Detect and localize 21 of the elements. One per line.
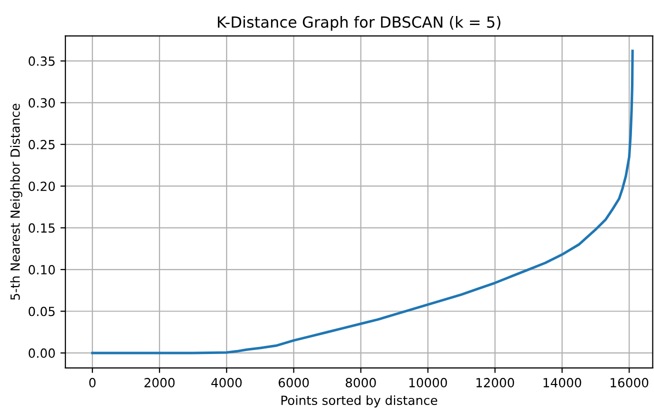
y-tick-label: 0.25 xyxy=(28,140,55,150)
y-tick-label: 0.35 xyxy=(28,56,55,66)
y-tick-label: 0.30 xyxy=(28,98,55,108)
x-tick-label: 10000 xyxy=(409,378,447,388)
x-tick-label: 4000 xyxy=(211,378,242,388)
chart-title: K-Distance Graph for DBSCAN (k = 5) xyxy=(218,16,500,31)
y-tick-label: 0.15 xyxy=(28,223,55,233)
y-tick-label: 0.20 xyxy=(28,182,55,192)
x-tick-label: 8000 xyxy=(346,378,376,388)
x-tick-label: 12000 xyxy=(476,378,514,388)
line-series xyxy=(91,50,634,354)
y-tick-label: 0.10 xyxy=(28,265,55,274)
y-tick-label: 0.00 xyxy=(28,348,55,358)
y-axis-title: 5-th Nearest Neighbor Distance xyxy=(10,104,22,300)
y-tick-label: 0.05 xyxy=(28,306,55,316)
x-tick-label: 14000 xyxy=(544,378,582,388)
x-tick-label: 16000 xyxy=(610,378,648,388)
x-tick-label: 0 xyxy=(89,378,96,388)
x-tick-label: 6000 xyxy=(278,378,309,388)
x-tick-label: 2000 xyxy=(144,378,175,388)
x-axis-title: Points sorted by distance xyxy=(281,395,438,408)
